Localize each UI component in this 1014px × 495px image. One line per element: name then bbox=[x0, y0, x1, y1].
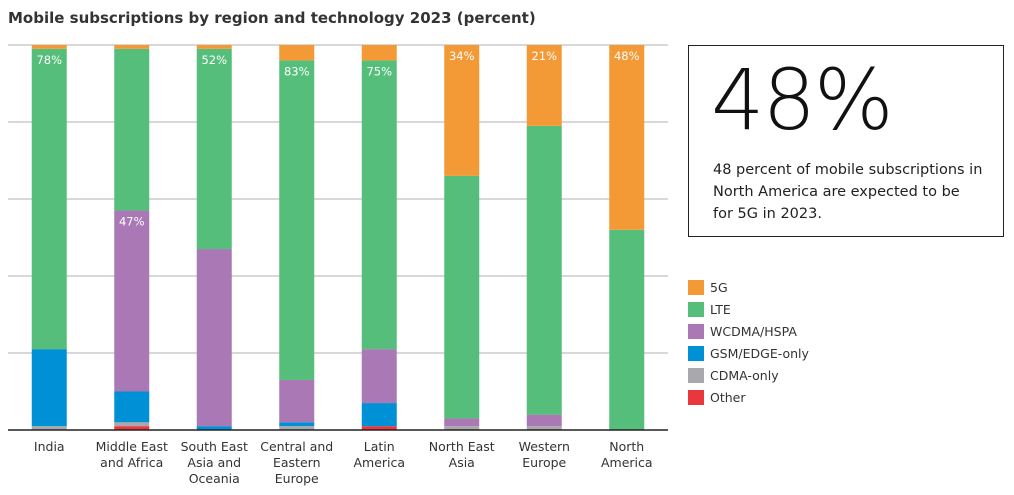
x-tick-label: South East bbox=[181, 439, 248, 454]
x-tick-label: Latin bbox=[364, 439, 395, 454]
bar-segment-lte bbox=[279, 60, 315, 380]
bar-segment-5g bbox=[114, 45, 150, 49]
x-tick-label: Asia and bbox=[187, 455, 241, 470]
legend-label: WCDMA/HSPA bbox=[710, 323, 797, 339]
bar-segment-lte bbox=[361, 60, 397, 350]
callout-text: 48 percent of mobile subscriptions in No… bbox=[713, 162, 983, 222]
chart-title: Mobile subscriptions by region and techn… bbox=[8, 9, 536, 27]
data-label: 83% bbox=[284, 64, 310, 78]
bar-segment-cdma-only bbox=[444, 426, 480, 430]
bar-segment-wcdma-hspa bbox=[444, 418, 480, 427]
bar-segment-wcdma-hspa bbox=[361, 349, 397, 404]
callout-value: 48% bbox=[711, 51, 894, 149]
bar-segment-gsm-edge-only bbox=[361, 403, 397, 427]
x-tick-label: Western bbox=[519, 439, 570, 454]
legend: 5G LTE WCDMA/HSPA GSM/EDGE-only CDMA-only Oth… bbox=[688, 276, 809, 408]
bar-segment-cdma-only bbox=[31, 426, 67, 430]
bar-segment-5g bbox=[196, 45, 232, 49]
bar-segment-other bbox=[114, 426, 150, 430]
x-tick-label: Central and bbox=[260, 439, 333, 454]
legend-label: Other bbox=[710, 389, 746, 405]
bar-segment-lte bbox=[114, 48, 150, 211]
legend-swatch bbox=[688, 301, 704, 317]
legend-item: CDMA-only bbox=[688, 364, 809, 386]
x-tick-label: Asia bbox=[449, 455, 475, 470]
bar-segment-5g bbox=[526, 45, 562, 126]
legend-swatch bbox=[688, 323, 704, 339]
legend-swatch bbox=[688, 389, 704, 405]
legend-label: LTE bbox=[710, 301, 731, 317]
bar-segment-wcdma-hspa bbox=[114, 210, 150, 392]
legend-swatch bbox=[688, 345, 704, 361]
x-tick-label: India bbox=[34, 439, 65, 454]
bar-segment-lte bbox=[31, 48, 67, 350]
bar-segment-gsm-edge-only bbox=[31, 349, 67, 427]
legend-item: GSM/EDGE-only bbox=[688, 342, 809, 364]
x-tick-label: North East bbox=[429, 439, 495, 454]
legend-label: GSM/EDGE-only bbox=[710, 345, 809, 361]
data-label: 21% bbox=[531, 49, 557, 63]
data-label: 52% bbox=[201, 53, 227, 67]
x-tick-label: America bbox=[353, 455, 405, 470]
x-tick-label: Oceania bbox=[189, 471, 240, 486]
bar-segment-cdma-only bbox=[114, 422, 150, 427]
x-tick-label: Eastern bbox=[273, 455, 321, 470]
legend-swatch bbox=[688, 279, 704, 295]
bar-segment-gsm-edge-only bbox=[196, 426, 232, 430]
data-label: 34% bbox=[449, 49, 475, 63]
bar-segment-gsm-edge-only bbox=[279, 422, 315, 427]
bar-segment-5g bbox=[444, 45, 480, 176]
bar-segment-gsm-edge-only bbox=[114, 391, 150, 423]
callout-box: 48% 48 percent of mobile subscriptions i… bbox=[688, 45, 1004, 237]
legend-label: CDMA-only bbox=[710, 367, 779, 383]
bar-segment-5g bbox=[279, 45, 315, 61]
data-label: 78% bbox=[36, 53, 62, 67]
bar-segment-lte bbox=[444, 175, 480, 419]
x-tick-label: Middle East bbox=[96, 439, 168, 454]
legend-label: 5G bbox=[710, 279, 728, 295]
x-tick-label: Europe bbox=[275, 471, 319, 486]
bar-segment-wcdma-hspa bbox=[526, 414, 562, 427]
x-tick-label: America bbox=[601, 455, 653, 470]
data-label: 48% bbox=[614, 49, 640, 63]
bar-segment-lte bbox=[196, 48, 232, 250]
bar-segment-cdma-only bbox=[279, 426, 315, 430]
x-tick-label: North bbox=[609, 439, 644, 454]
bar-segment-wcdma-hspa bbox=[196, 249, 232, 427]
bar-segment-cdma-only bbox=[526, 426, 562, 430]
x-tick-label: Europe bbox=[522, 455, 566, 470]
legend-swatch bbox=[688, 367, 704, 383]
x-tick-label: and Africa bbox=[100, 455, 163, 470]
legend-item: LTE bbox=[688, 298, 809, 320]
bar-segment-other bbox=[361, 426, 397, 430]
legend-item: Other bbox=[688, 386, 809, 408]
bar-segment-wcdma-hspa bbox=[279, 379, 315, 423]
data-label: 47% bbox=[119, 215, 145, 229]
bar-segment-5g bbox=[31, 45, 67, 49]
bar-segment-lte bbox=[609, 229, 645, 430]
legend-item: 5G bbox=[688, 276, 809, 298]
data-label: 75% bbox=[366, 64, 392, 78]
bar-segment-lte bbox=[526, 125, 562, 415]
bar-segment-5g bbox=[361, 45, 397, 61]
bar-segment-5g bbox=[609, 45, 645, 230]
legend-item: WCDMA/HSPA bbox=[688, 320, 809, 342]
